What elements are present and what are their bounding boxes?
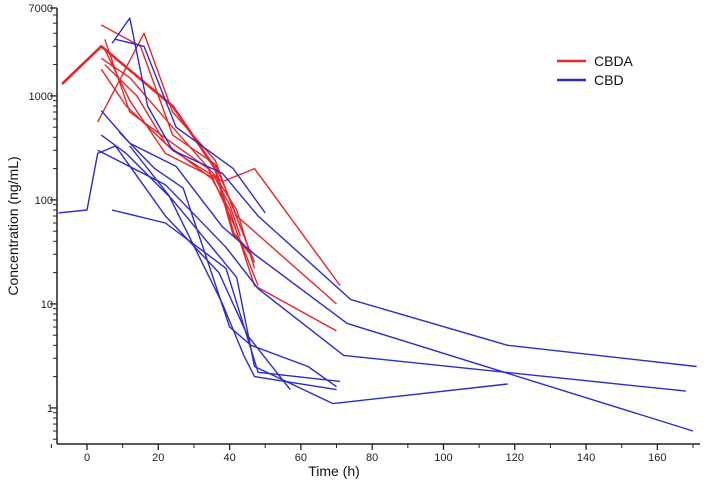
x-tick-label: 140 [577,452,595,464]
y-axis-label: Concentration (ng/mL) [5,156,21,295]
series-line-cbd-16 [111,17,697,368]
series-line-cbda-3 [100,24,337,305]
series-line-cbd-17 [97,149,686,392]
series-line-cbd-9 [58,145,291,391]
y-tick-label: 10 [41,299,53,311]
x-tick-label: 60 [295,452,307,464]
y-minor-ticks [53,7,57,440]
series-line-cbd-13 [111,209,341,383]
x-tick-label: 80 [366,452,378,464]
series-line-cbda-4 [100,68,341,287]
y-tick-label: 7000 [29,3,53,15]
x-tick-label: 120 [506,452,524,464]
series-line-cbda-8 [104,64,337,332]
series-line-cbd-10 [100,134,508,405]
x-axis-label: Time (h) [308,463,360,479]
y-tick-label: 1000 [29,91,53,103]
series-line-cbd-15 [115,38,266,214]
y-tick-label: 100 [35,195,53,207]
x-tick-label: 100 [434,452,452,464]
series-layer [58,17,697,432]
legend-label-cbda: CBDA [594,53,634,69]
series-line-cbd-14 [118,131,337,388]
series-line-cbda-1 [61,44,252,256]
legend: CBDA CBD [557,53,634,88]
legend-label-cbd: CBD [594,72,624,88]
y-major-ticks: 1 10 100 1000 7000 [29,3,57,415]
x-tick-label: 0 [84,452,90,464]
x-ticks: 0 20 40 60 80 100 120 140 160 [50,444,694,464]
x-tick-label: 160 [648,452,666,464]
x-tick-label: 20 [152,452,164,464]
series-line-cbda-6 [104,49,241,237]
x-tick-label: 40 [223,452,235,464]
y-tick-label: 1 [47,403,53,415]
series-line-cbda-2 [100,57,256,269]
